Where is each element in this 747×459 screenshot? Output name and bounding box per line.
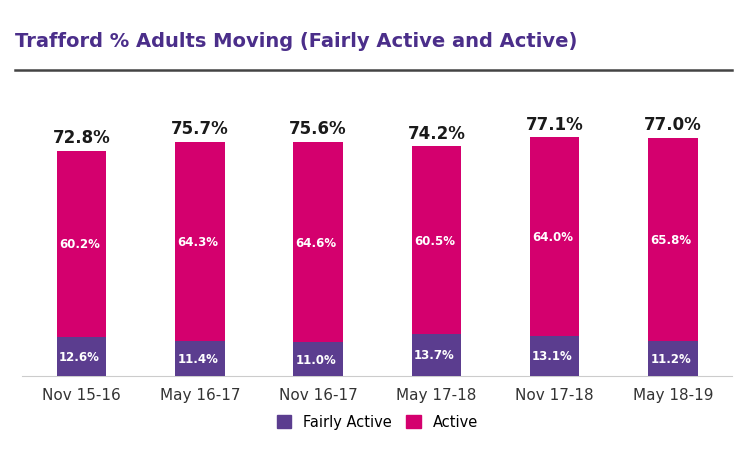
Text: 64.0%: 64.0% bbox=[532, 230, 573, 243]
Text: 72.8%: 72.8% bbox=[53, 129, 111, 146]
Text: 64.3%: 64.3% bbox=[177, 235, 218, 248]
Bar bbox=[57, 337, 106, 376]
Bar bbox=[175, 142, 225, 341]
Text: 60.2%: 60.2% bbox=[59, 238, 100, 251]
Bar bbox=[294, 342, 343, 376]
Text: 75.7%: 75.7% bbox=[171, 120, 229, 138]
Bar bbox=[648, 342, 698, 376]
Text: 12.6%: 12.6% bbox=[59, 350, 100, 364]
Text: 11.0%: 11.0% bbox=[296, 353, 336, 366]
Bar bbox=[412, 334, 461, 376]
Text: 13.7%: 13.7% bbox=[414, 349, 455, 362]
Text: 13.1%: 13.1% bbox=[532, 350, 573, 363]
Text: 77.0%: 77.0% bbox=[644, 116, 701, 134]
Legend: Fairly Active, Active: Fairly Active, Active bbox=[271, 409, 483, 435]
Text: 60.5%: 60.5% bbox=[414, 234, 455, 247]
Text: Trafford % Adults Moving (Fairly Active and Active): Trafford % Adults Moving (Fairly Active … bbox=[15, 32, 577, 51]
Text: 64.6%: 64.6% bbox=[296, 236, 337, 249]
Bar bbox=[530, 336, 580, 376]
Text: 11.2%: 11.2% bbox=[651, 353, 691, 365]
Text: 77.1%: 77.1% bbox=[526, 115, 583, 133]
Text: 75.6%: 75.6% bbox=[289, 120, 347, 138]
Text: 11.4%: 11.4% bbox=[177, 352, 218, 365]
Bar bbox=[57, 151, 106, 337]
Text: 74.2%: 74.2% bbox=[407, 124, 465, 142]
Bar bbox=[294, 143, 343, 342]
Text: 65.8%: 65.8% bbox=[651, 234, 692, 246]
Bar bbox=[412, 147, 461, 334]
Bar bbox=[530, 138, 580, 336]
Bar bbox=[175, 341, 225, 376]
Bar bbox=[648, 138, 698, 342]
